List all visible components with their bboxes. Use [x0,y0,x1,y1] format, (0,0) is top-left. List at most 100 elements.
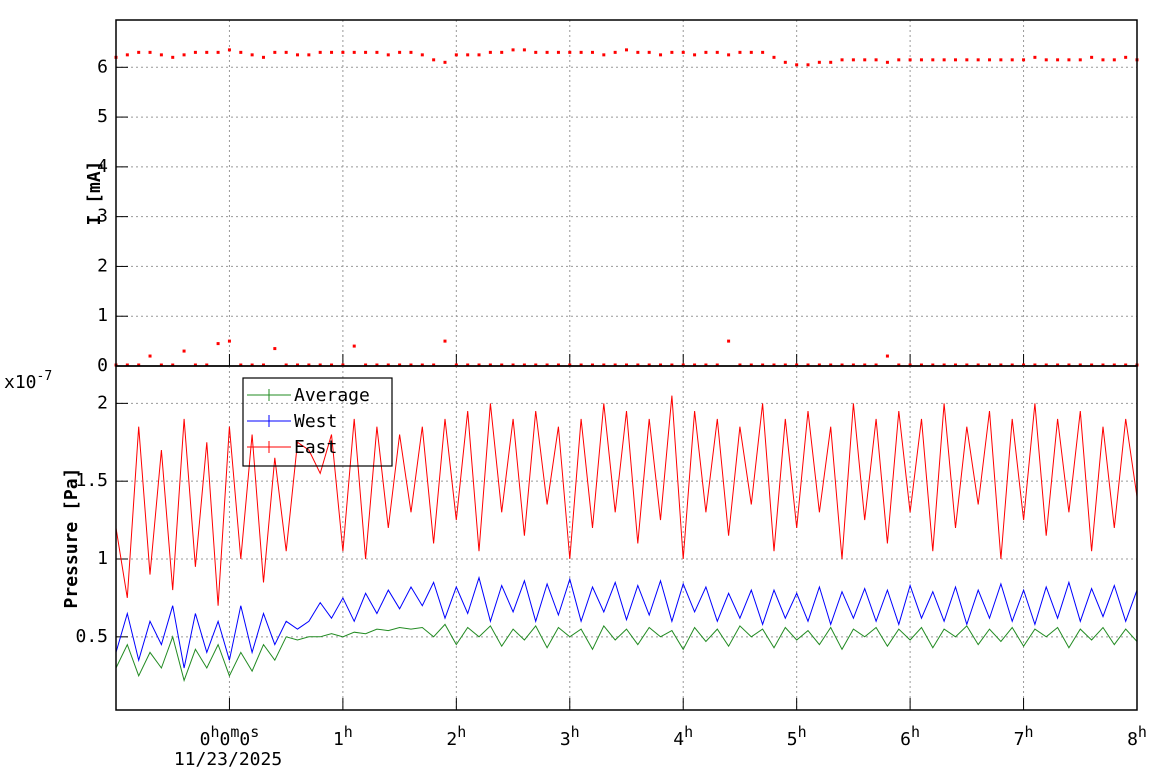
label-part: m [230,723,239,741]
label-part: 5 [787,729,798,750]
data-point [148,354,152,358]
data-point [432,58,436,62]
data-point [1112,58,1116,62]
data-point [466,53,470,57]
data-point [432,363,436,367]
label-part: 1 [333,729,344,750]
data-point [749,50,753,54]
data-point [613,363,617,367]
data-point [965,58,969,62]
data-point [477,363,481,367]
data-point [511,48,515,52]
data-point [545,363,549,367]
data-point [159,363,163,367]
data-point [1056,58,1060,62]
data-point [239,50,243,54]
data-point [942,363,946,367]
data-point [409,363,413,367]
data-point [1090,55,1094,59]
data-point [976,58,980,62]
data-point [919,58,923,62]
data-point [364,50,368,54]
data-point [454,363,458,367]
data-point [568,50,572,54]
data-point [556,363,560,367]
data-point [443,339,447,343]
data-point [522,363,526,367]
x-tick-label: 2h [446,723,466,751]
data-point [341,50,345,54]
data-point [749,363,753,367]
data-point [727,53,731,57]
data-point [261,55,265,59]
y-tick-label: 6 [97,56,108,77]
data-point [681,50,685,54]
data-point [137,363,141,367]
data-point [1010,58,1014,62]
data-point [761,50,765,54]
label-part: h [798,723,807,741]
multiplier-base: x10 [4,372,37,393]
data-point [738,363,742,367]
data-point [296,363,300,367]
data-point [216,342,220,346]
data-point [840,58,844,62]
data-point [806,363,810,367]
y-tick-label: 2 [97,255,108,276]
data-point [988,363,992,367]
data-point [953,58,957,62]
data-point [1022,58,1026,62]
data-point [704,50,708,54]
data-point [318,50,322,54]
x-tick-label: 6h [900,723,920,751]
data-point [636,363,640,367]
data-point [851,363,855,367]
data-point [715,363,719,367]
label-part: h [1138,723,1147,741]
data-point [159,53,163,57]
data-point [1044,58,1048,62]
data-point [999,363,1003,367]
data-point [273,50,277,54]
x-tick-label: 3h [560,723,580,751]
label-part: 0 [239,729,250,750]
data-point [806,63,810,67]
data-point [1056,363,1060,367]
data-point [488,50,492,54]
data-point [216,50,220,54]
label-part: h [1024,723,1033,741]
data-point [1022,363,1026,367]
y-tick-label: 2 [97,392,108,413]
data-point [625,48,628,52]
data-point [817,60,821,64]
data-point [647,363,651,367]
data-point [193,363,197,367]
date-label: 11/23/2025 [174,749,282,770]
data-point [1067,58,1071,62]
data-point [193,50,197,54]
data-point [1044,363,1048,367]
data-point [590,363,594,367]
data-point [568,363,572,367]
y-axis-title: Pressure [Pa] [61,468,82,609]
data-point [125,363,129,367]
data-point [250,363,254,367]
data-point [398,363,402,367]
label-part: h [684,723,693,741]
data-point [579,50,583,54]
data-point [171,55,175,59]
data-point [205,50,209,54]
legend: Average West East [242,377,393,467]
data-point [715,50,719,54]
data-point [488,363,492,367]
label-part: 2 [446,729,457,750]
x-tick-label: 0h0m0s [200,723,260,751]
label-part: h [571,723,580,741]
data-point [205,363,209,367]
data-point [182,349,186,353]
data-point [1112,363,1116,367]
plot-frame [115,365,1138,711]
data-point [874,363,878,367]
data-point [602,363,606,367]
data-point [693,53,697,57]
